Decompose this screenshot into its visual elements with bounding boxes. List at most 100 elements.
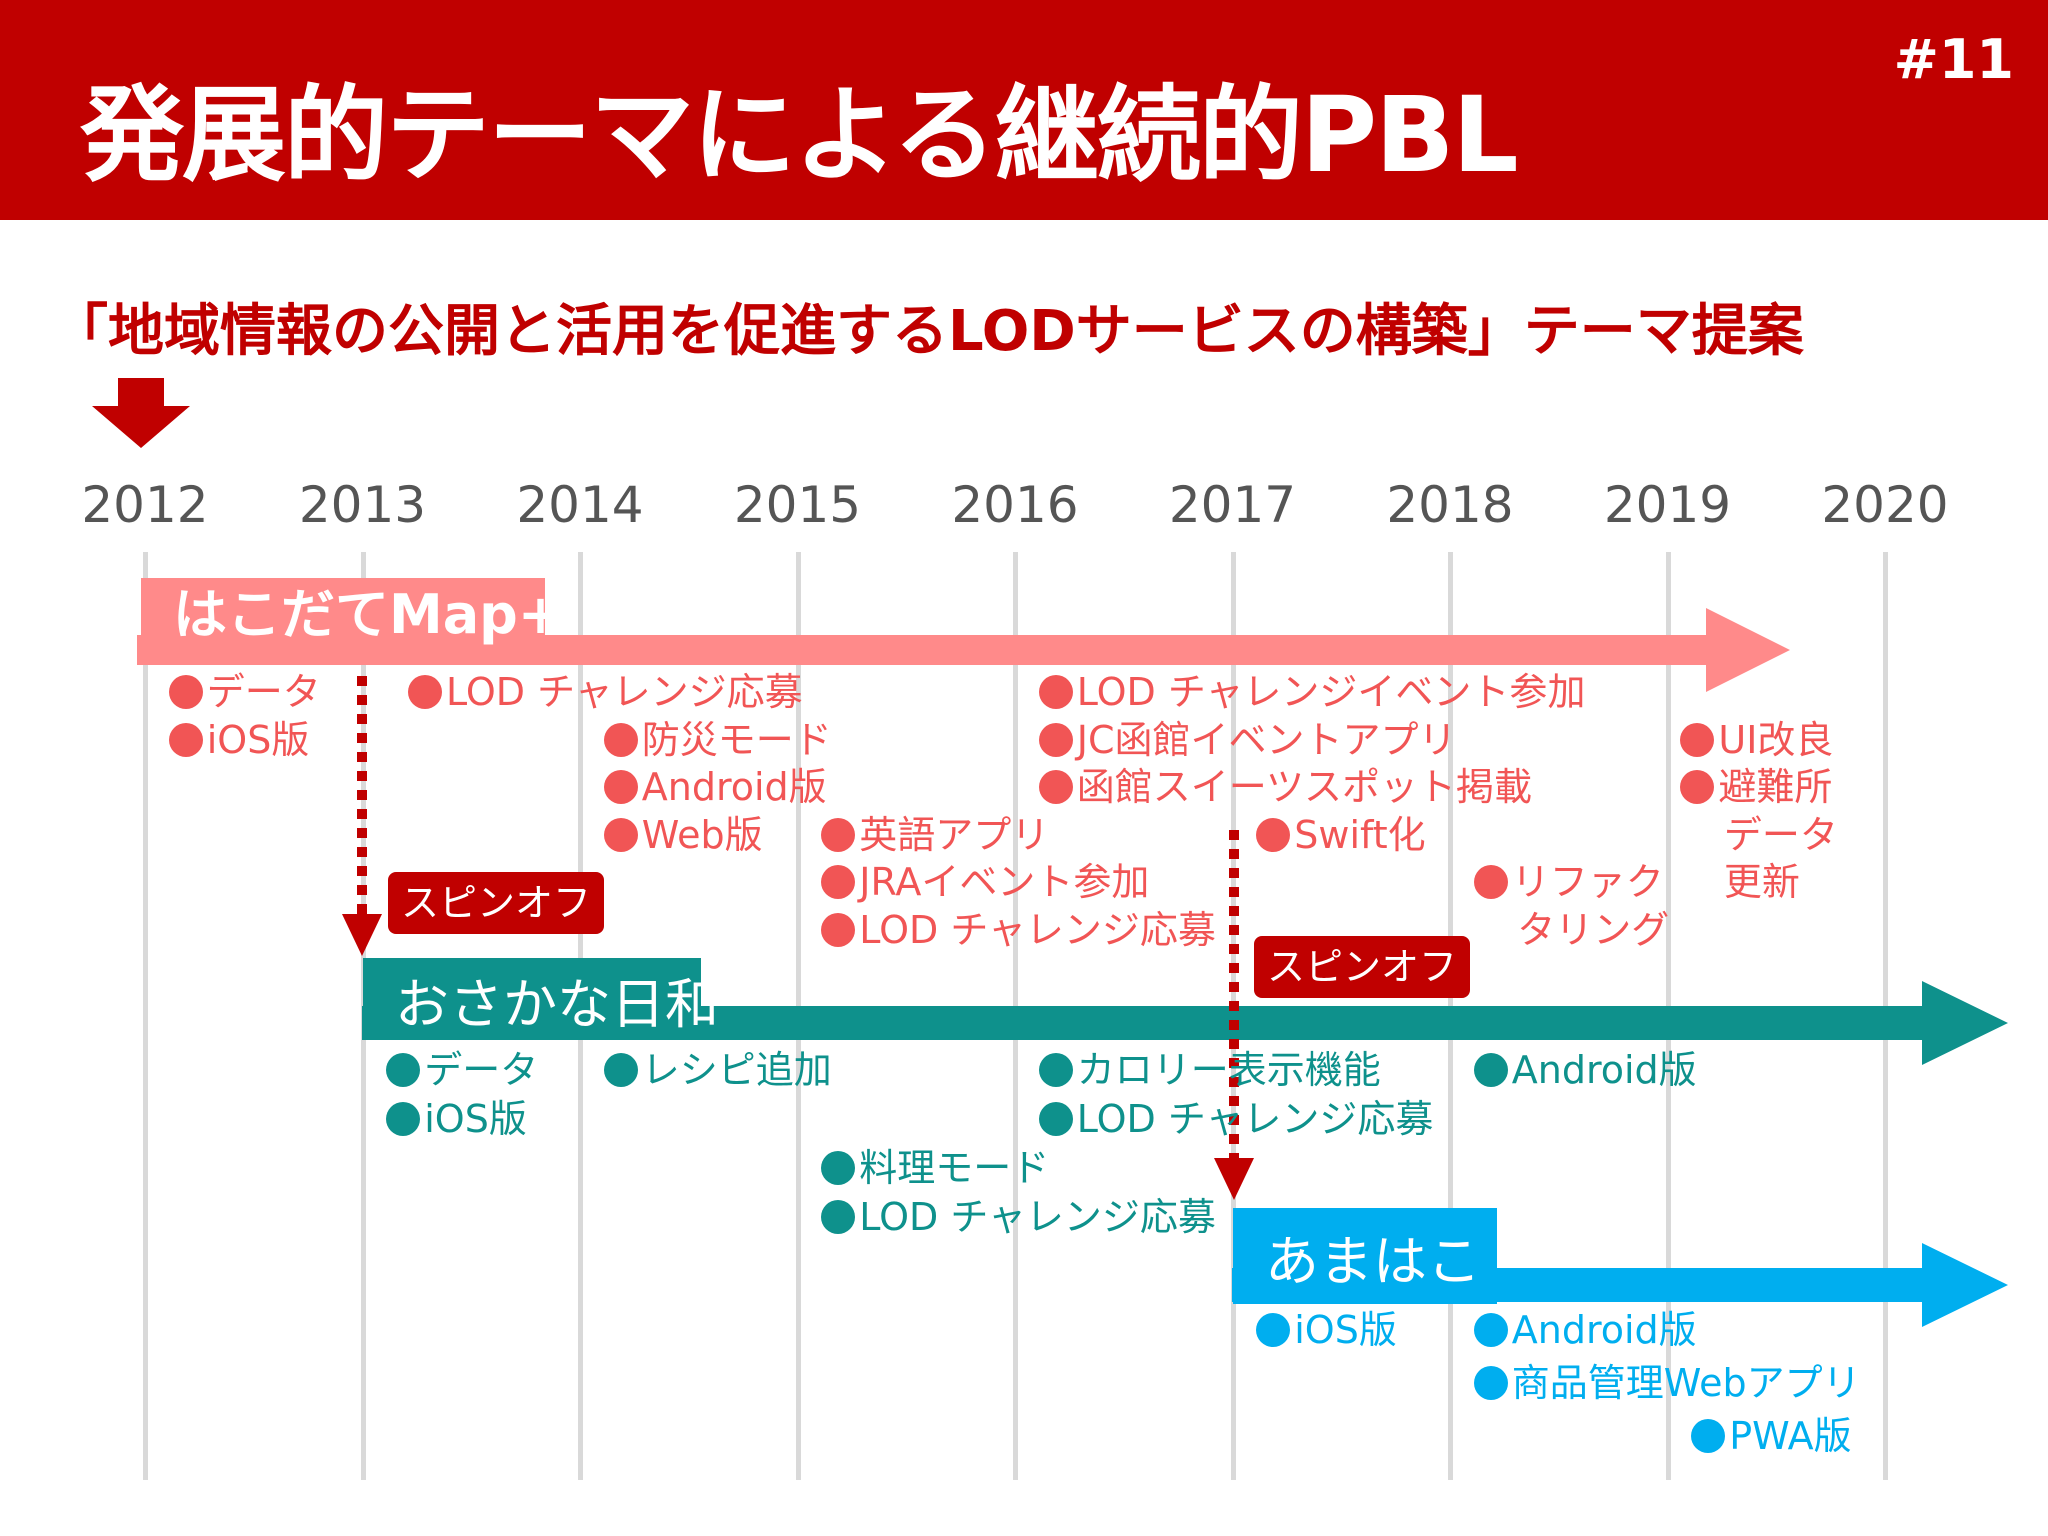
milestone-osakana-4: LOD チャレンジ応募 bbox=[1038, 1095, 1434, 1143]
bullet-icon bbox=[386, 1053, 421, 1087]
spinoff-badge: スピンオフ bbox=[388, 872, 604, 934]
track-label-hakodate-map: はこだてMap+ bbox=[141, 578, 563, 646]
page-number: #11 bbox=[1893, 28, 2014, 91]
milestone-text: PWA版 bbox=[1729, 1414, 1852, 1458]
bullet-icon bbox=[168, 675, 203, 709]
year-label: 2015 bbox=[733, 476, 862, 534]
bullet-icon bbox=[1038, 770, 1073, 804]
milestone-hakodate-14: タリング bbox=[1517, 906, 1669, 954]
bullet-icon bbox=[1038, 722, 1073, 757]
milestone-text: 避難所 bbox=[1718, 765, 1833, 809]
milestone-hakodate-9: LOD チャレンジイベント参加 bbox=[1038, 668, 1586, 716]
milestone-hakodate-3: 防災モード bbox=[603, 716, 832, 764]
milestone-text: 函館スイーツスポット掲載 bbox=[1076, 765, 1532, 809]
year-label: 2018 bbox=[1386, 476, 1514, 534]
milestone-text: iOS版 bbox=[206, 717, 310, 762]
bullet-icon bbox=[603, 722, 638, 757]
milestone-text: Android版 bbox=[641, 765, 827, 809]
bullet-icon bbox=[821, 1151, 856, 1185]
milestone-text: LOD チャレンジイベント参加 bbox=[1076, 670, 1586, 714]
milestone-amahako-3: PWA版 bbox=[1691, 1412, 1852, 1460]
arrow-amahako bbox=[1232, 1243, 2008, 1327]
milestone-hakodate-11: 函館スイーツスポット掲載 bbox=[1038, 763, 1532, 811]
bullet-icon bbox=[821, 865, 856, 899]
bullet-icon bbox=[1256, 1313, 1291, 1347]
milestone-text: Android版 bbox=[1511, 1048, 1697, 1092]
bullet-icon bbox=[821, 817, 856, 852]
year-label: 2014 bbox=[516, 476, 644, 534]
milestone-hakodate-12: Swift化 bbox=[1256, 811, 1426, 859]
spinoff-connector-2013 bbox=[342, 676, 382, 956]
bullet-icon bbox=[603, 1053, 638, 1087]
year-label: 2013 bbox=[298, 476, 427, 534]
milestone-text: LOD チャレンジ応募 bbox=[859, 907, 1216, 952]
milestone-text: LOD チャレンジ応募 bbox=[446, 670, 803, 714]
milestone-text: UI改良 bbox=[1718, 717, 1834, 762]
milestone-osakana-2: レシピ追加 bbox=[603, 1046, 832, 1094]
milestone-text: カロリー表示機能 bbox=[1076, 1048, 1381, 1092]
bullet-icon bbox=[603, 770, 638, 804]
bullet-icon bbox=[821, 1200, 856, 1234]
bullet-icon bbox=[408, 675, 442, 709]
arrow-hakodate-map bbox=[137, 608, 1790, 692]
milestone-hakodate-18: 更新 bbox=[1724, 858, 1800, 906]
year-label: 2019 bbox=[1603, 476, 1732, 534]
page-title: 発展的テーマによる継続的PBL bbox=[80, 74, 1519, 196]
year-label: 2016 bbox=[951, 476, 1079, 534]
milestone-amahako-2: 商品管理Webアプリ bbox=[1473, 1359, 1861, 1407]
bullet-icon bbox=[821, 912, 856, 947]
bullet-icon bbox=[1038, 1102, 1073, 1136]
milestone-hakodate-5: Web版 bbox=[603, 811, 763, 859]
milestone-text: Web版 bbox=[641, 812, 763, 857]
year-gridline bbox=[143, 552, 148, 1480]
milestone-hakodate-4: Android版 bbox=[603, 763, 827, 811]
milestone-osakana-7: Android版 bbox=[1473, 1046, 1697, 1094]
spinoff-badge: スピンオフ bbox=[1254, 936, 1470, 998]
milestone-amahako-1: Android版 bbox=[1473, 1306, 1697, 1354]
milestone-text: 防災モード bbox=[641, 717, 832, 762]
milestone-osakana-5: 料理モード bbox=[821, 1144, 1049, 1192]
milestone-text: 英語アプリ bbox=[859, 812, 1050, 857]
header-bar: 発展的テーマによる継続的PBL #11 bbox=[0, 0, 2048, 220]
year-label: 2017 bbox=[1168, 476, 1297, 534]
milestone-hakodate-1: iOS版 bbox=[168, 716, 310, 764]
milestone-hakodate-10: JC函館イベントアプリ bbox=[1038, 716, 1457, 764]
down-arrow-icon bbox=[92, 378, 190, 448]
milestone-hakodate-7: JRAイベント参加 bbox=[821, 858, 1149, 906]
milestone-amahako-0: iOS版 bbox=[1256, 1306, 1397, 1354]
milestone-text: JC函館イベントアプリ bbox=[1076, 717, 1457, 762]
milestone-text: 更新 bbox=[1723, 860, 1800, 904]
milestone-osakana-3: カロリー表示機能 bbox=[1038, 1046, 1381, 1094]
bullet-icon bbox=[1473, 1366, 1508, 1400]
track-label-amahako: あまはこ bbox=[1233, 1208, 1497, 1304]
bullet-icon bbox=[386, 1102, 421, 1136]
bullet-icon bbox=[1691, 1419, 1726, 1453]
year-label: 2012 bbox=[81, 476, 209, 534]
milestone-text: レシピ追加 bbox=[641, 1048, 832, 1092]
bullet-icon bbox=[1473, 1313, 1508, 1347]
milestone-text: LOD チャレンジ応募 bbox=[859, 1195, 1216, 1239]
bullet-icon bbox=[1038, 1053, 1073, 1087]
milestone-osakana-1: iOS版 bbox=[386, 1095, 527, 1143]
milestone-hakodate-13: リファク bbox=[1473, 858, 1664, 906]
bullet-icon bbox=[1038, 675, 1073, 709]
spinoff-connector-2017 bbox=[1214, 830, 1254, 1200]
milestone-text: 料理モード bbox=[859, 1146, 1050, 1190]
milestone-text: 商品管理Webアプリ bbox=[1511, 1361, 1861, 1405]
milestone-text: LOD チャレンジ応募 bbox=[1076, 1097, 1434, 1141]
year-label: 2020 bbox=[1821, 476, 1949, 534]
milestone-osakana-0: データ bbox=[386, 1046, 538, 1094]
theme-proposal-text: 「地域情報の公開と活用を促進するLODサービスの構築」テーマ提案 bbox=[52, 299, 1804, 364]
bullet-icon bbox=[603, 817, 638, 852]
milestone-text: Android版 bbox=[1511, 1308, 1697, 1352]
bullet-icon bbox=[1473, 865, 1508, 899]
milestone-text: タリング bbox=[1517, 907, 1670, 952]
milestone-text: iOS版 bbox=[424, 1097, 527, 1141]
bullet-icon bbox=[168, 722, 203, 757]
bullet-icon bbox=[1680, 722, 1715, 757]
track-label-osakana-biyori: おさかな日和 bbox=[363, 958, 719, 1040]
milestone-text: Swift化 bbox=[1294, 812, 1426, 857]
bullet-icon bbox=[1473, 1053, 1508, 1087]
